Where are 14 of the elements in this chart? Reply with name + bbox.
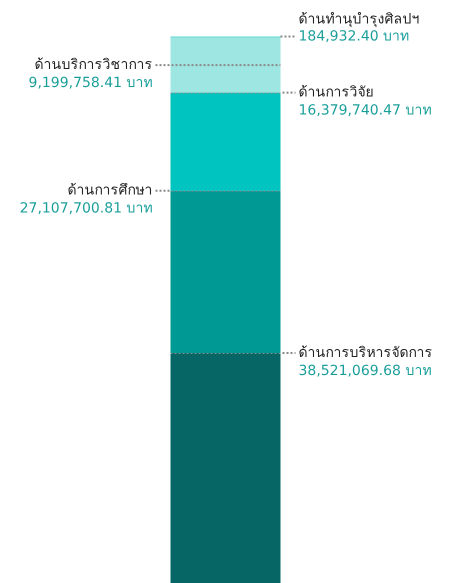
data-label: 38,521,069.68 บาท <box>298 362 432 379</box>
bar <box>170 92 280 191</box>
data-label: 184,932.40 บาท <box>298 28 410 44</box>
data-label: 27,107,700.81 บาท <box>20 200 152 217</box>
data-label: 9,199,758.41 บาท <box>28 75 153 92</box>
data-label: 16,379,740.47 บาท <box>298 102 432 119</box>
bar <box>170 352 280 583</box>
series-label: ด้านบริการวิชาการ <box>34 57 152 74</box>
bar <box>170 190 280 353</box>
series-label: ด้านการบริหารจัดการ <box>298 344 432 361</box>
series-label: ด้านการศึกษา <box>68 182 152 199</box>
bar <box>170 38 280 93</box>
series-label: ด้านทำนุบำรุงศิลปฯ <box>298 12 420 28</box>
series-label: ด้านการวิจัย <box>298 84 374 101</box>
